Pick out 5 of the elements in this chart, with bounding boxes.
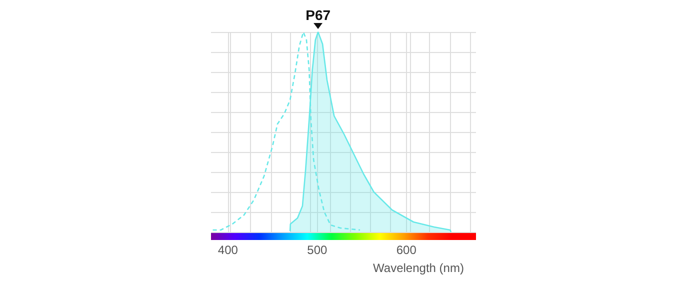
- annotation: P67: [306, 7, 331, 23]
- x-tick-label: 600: [396, 243, 417, 257]
- x-tick-label: 400: [218, 243, 238, 257]
- x-tick-label: 500: [307, 243, 328, 257]
- x-axis-title: Wavelength (nm): [373, 261, 464, 275]
